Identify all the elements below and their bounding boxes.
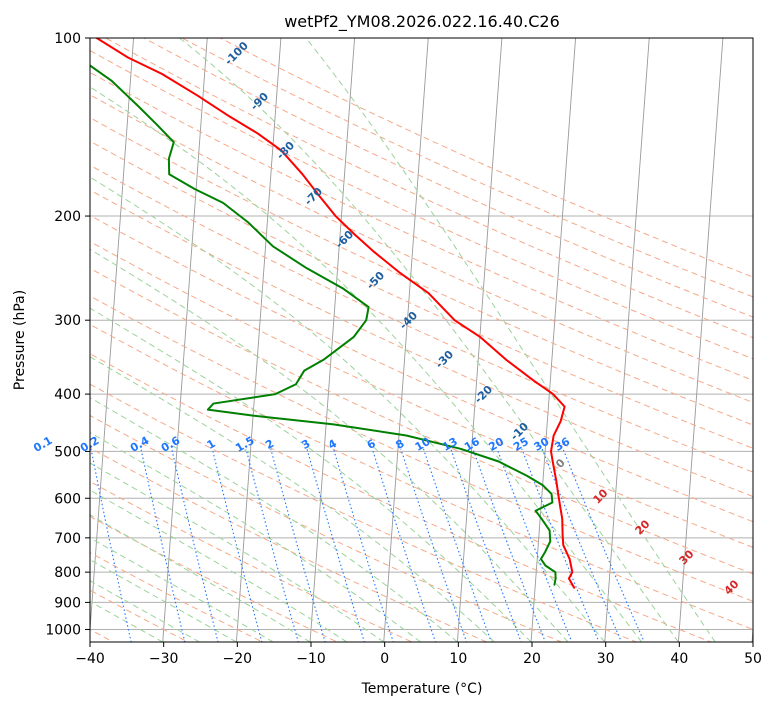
y-tick-label: 500 [54, 444, 81, 460]
dry-adiabat-line [90, 267, 753, 575]
dry-adiabat-line [90, 295, 753, 602]
dry-adiabat-line [90, 117, 753, 426]
x-tick-label: −20 [223, 651, 253, 667]
dry-adiabat-line [90, 480, 414, 642]
dry-adiabat-line [104, 38, 753, 339]
isotherm-line [530, 38, 577, 642]
mixing-ratio-line [450, 448, 522, 642]
x-tick-label: −40 [75, 651, 105, 667]
x-tick-label: −30 [149, 651, 179, 667]
chart-title: wetPf2_YM08.2026.022.16.40.C26 [284, 12, 560, 32]
y-tick-label: 700 [54, 531, 81, 547]
dry-adiabat-line [90, 589, 190, 642]
y-tick-label: 1000 [45, 622, 81, 638]
moist-adiabat-line [90, 86, 642, 642]
dry-adiabat-line [90, 189, 753, 498]
dry-adiabat-line [90, 552, 264, 642]
x-tick-label: 40 [670, 651, 688, 667]
dry-adiabat-line [90, 140, 753, 449]
isotherm-line [383, 38, 429, 642]
isotherm-line [90, 38, 135, 636]
moist-adiabat-line [90, 248, 569, 642]
x-tick-label: 20 [523, 651, 541, 667]
moist-adiabat-line [90, 462, 385, 642]
mixing-ratio-line [306, 448, 365, 642]
moist-adiabat-line [90, 397, 458, 642]
dry-adiabat-line [90, 214, 753, 523]
isotherm-line [235, 38, 282, 642]
mixing-ratio-line [211, 448, 263, 642]
isotherm-line [456, 38, 503, 642]
dry-adiabat-line [90, 447, 488, 642]
y-tick-label: 300 [54, 313, 81, 329]
y-tick-label: 200 [54, 209, 81, 225]
dry-adiabat-line [90, 323, 753, 631]
isotherm-line [162, 38, 208, 642]
moist-adiabat-line [90, 176, 606, 642]
mixing-ratio-line [332, 448, 394, 642]
mixing-ratio-line [472, 448, 546, 642]
moist-adiabat-line [90, 307, 532, 642]
moist-adiabat-line [90, 489, 348, 642]
isotherm-line [604, 38, 650, 642]
temperature-profile-line [95, 38, 576, 589]
plot-frame [89, 37, 754, 643]
y-tick-label: 600 [54, 491, 81, 507]
y-tick-label: 400 [54, 387, 81, 403]
moist-adiabat-line [90, 431, 421, 642]
mixing-ratio-line [521, 448, 600, 642]
x-tick-label: 50 [744, 651, 762, 667]
y-tick-label: 100 [54, 31, 81, 47]
moist-adiabat-line [179, 38, 679, 642]
dewpoint-profile-line [90, 64, 557, 586]
x-tick-label: 0 [380, 651, 389, 667]
moist-adiabat-line [305, 38, 716, 642]
y-axis-title: Pressure (hPa) [12, 290, 28, 390]
dry-adiabat-line [142, 38, 753, 318]
dry-adiabat-line [90, 240, 753, 548]
mixing-ratio-line [140, 448, 186, 642]
x-tick-label: −10 [296, 651, 326, 667]
dry-adiabat-line [90, 383, 638, 642]
moist-adiabat-line [90, 356, 495, 642]
x-axis-title: Temperature (°C) [361, 681, 483, 697]
y-tick-label: 800 [54, 565, 81, 581]
x-tick-label: 10 [449, 651, 467, 667]
mixing-ratio-line [171, 448, 219, 642]
mixing-ratio-line [90, 448, 132, 642]
y-tick-label: 900 [54, 595, 81, 611]
mixing-ratio-line [496, 448, 573, 642]
x-tick-label: 30 [597, 651, 615, 667]
isotherm-line [309, 38, 356, 642]
dry-adiabat-line [90, 71, 753, 381]
